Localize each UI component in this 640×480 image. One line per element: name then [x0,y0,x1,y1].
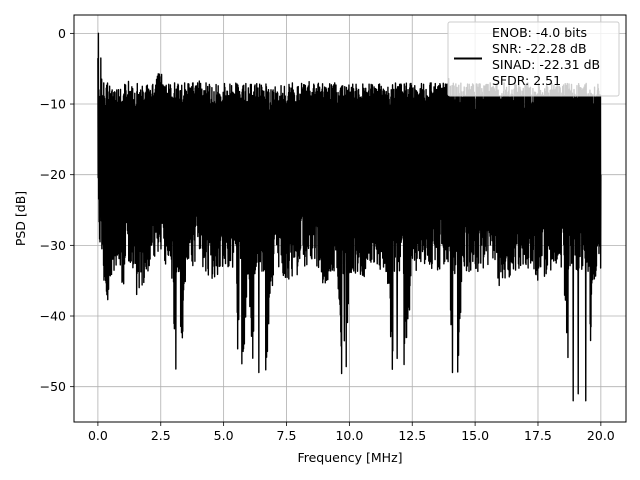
legend-entry-snr: SNR: -22.28 dB [492,41,587,56]
y-tick-label-3: −30 [40,238,66,253]
y-tick-label-0: 0 [58,26,66,41]
x-tick-label-7: 17.5 [524,428,552,443]
legend-entry-enob: ENOB: -4.0 bits [492,25,587,40]
x-tick-label-3: 7.5 [277,428,297,443]
x-tick-label-6: 15.0 [461,428,489,443]
series-line-psd [97,32,602,402]
y-tick-label-4: −40 [40,309,66,324]
y-tick-label-1: −10 [40,97,66,112]
x-tick-label-1: 2.5 [151,428,171,443]
x-axis-label: Frequency [MHz] [297,450,402,465]
x-tick-label-5: 12.5 [398,428,426,443]
x-tick-label-8: 20.0 [587,428,615,443]
axis-ticks: 0.0 2.5 5.0 7.5 10.0 12.5 15.0 17.5 20.0 0 −10 −20 −… [40,26,615,443]
legend-box [447,21,620,97]
x-tick-label-0: 0.0 [88,428,108,443]
legend-entry-sfdr: SFDR: 2.51 [492,73,561,88]
data-layer [97,32,602,402]
x-tick-label-4: 10.0 [335,428,363,443]
legend: ENOB: -4.0 bits SNR: -22.28 dB SINAD: -2… [447,21,620,97]
y-tick-label-2: −20 [40,167,66,182]
x-tick-label-2: 5.0 [214,428,234,443]
legend-entry-sinad: SINAD: -22.31 dB [492,57,600,72]
y-axis-label: PSD [dB] [13,191,28,246]
y-tick-label-5: −50 [40,379,66,394]
plot-frame [73,14,627,423]
